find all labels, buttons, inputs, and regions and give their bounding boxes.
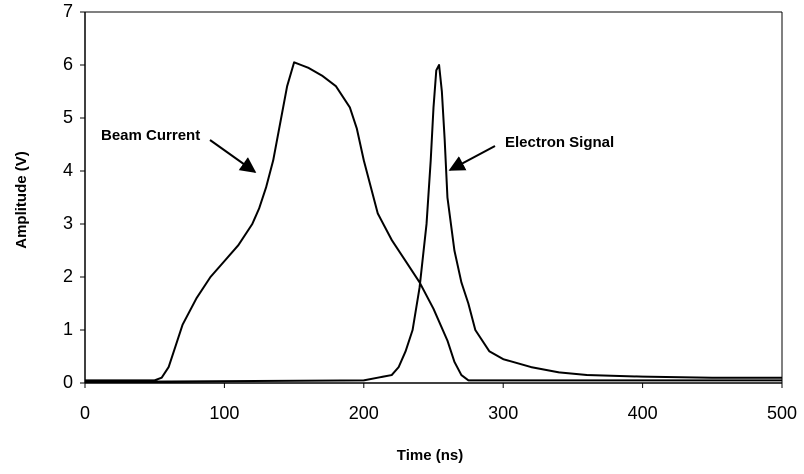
- x-tick-label: 400: [628, 403, 658, 423]
- annotation-arrow: [448, 145, 496, 171]
- y-tick-label: 4: [63, 160, 73, 180]
- y-tick-label: 6: [63, 54, 73, 74]
- series-line: [85, 61, 782, 382]
- y-tick-label: 7: [63, 1, 73, 21]
- y-tick-label: 2: [63, 266, 73, 286]
- y-tick-label: 0: [63, 372, 73, 392]
- x-tick-label: 0: [80, 403, 90, 423]
- y-tick-label: 5: [63, 107, 73, 127]
- x-tick-label: 500: [767, 403, 797, 423]
- annotation-arrow: [209, 139, 257, 173]
- x-tick-label: 300: [488, 403, 518, 423]
- annotation: Beam Current: [101, 127, 200, 144]
- series-line: [84, 64, 782, 383]
- x-tick-label: 100: [209, 403, 239, 423]
- y-tick-label: 1: [63, 319, 73, 339]
- y-axis-title: Amplitude (V): [13, 151, 30, 249]
- annotation: Electron Signal: [505, 134, 614, 151]
- x-axis-title: Time (ns): [397, 447, 463, 464]
- y-tick-label: 3: [63, 213, 73, 233]
- x-tick-label: 200: [349, 403, 379, 423]
